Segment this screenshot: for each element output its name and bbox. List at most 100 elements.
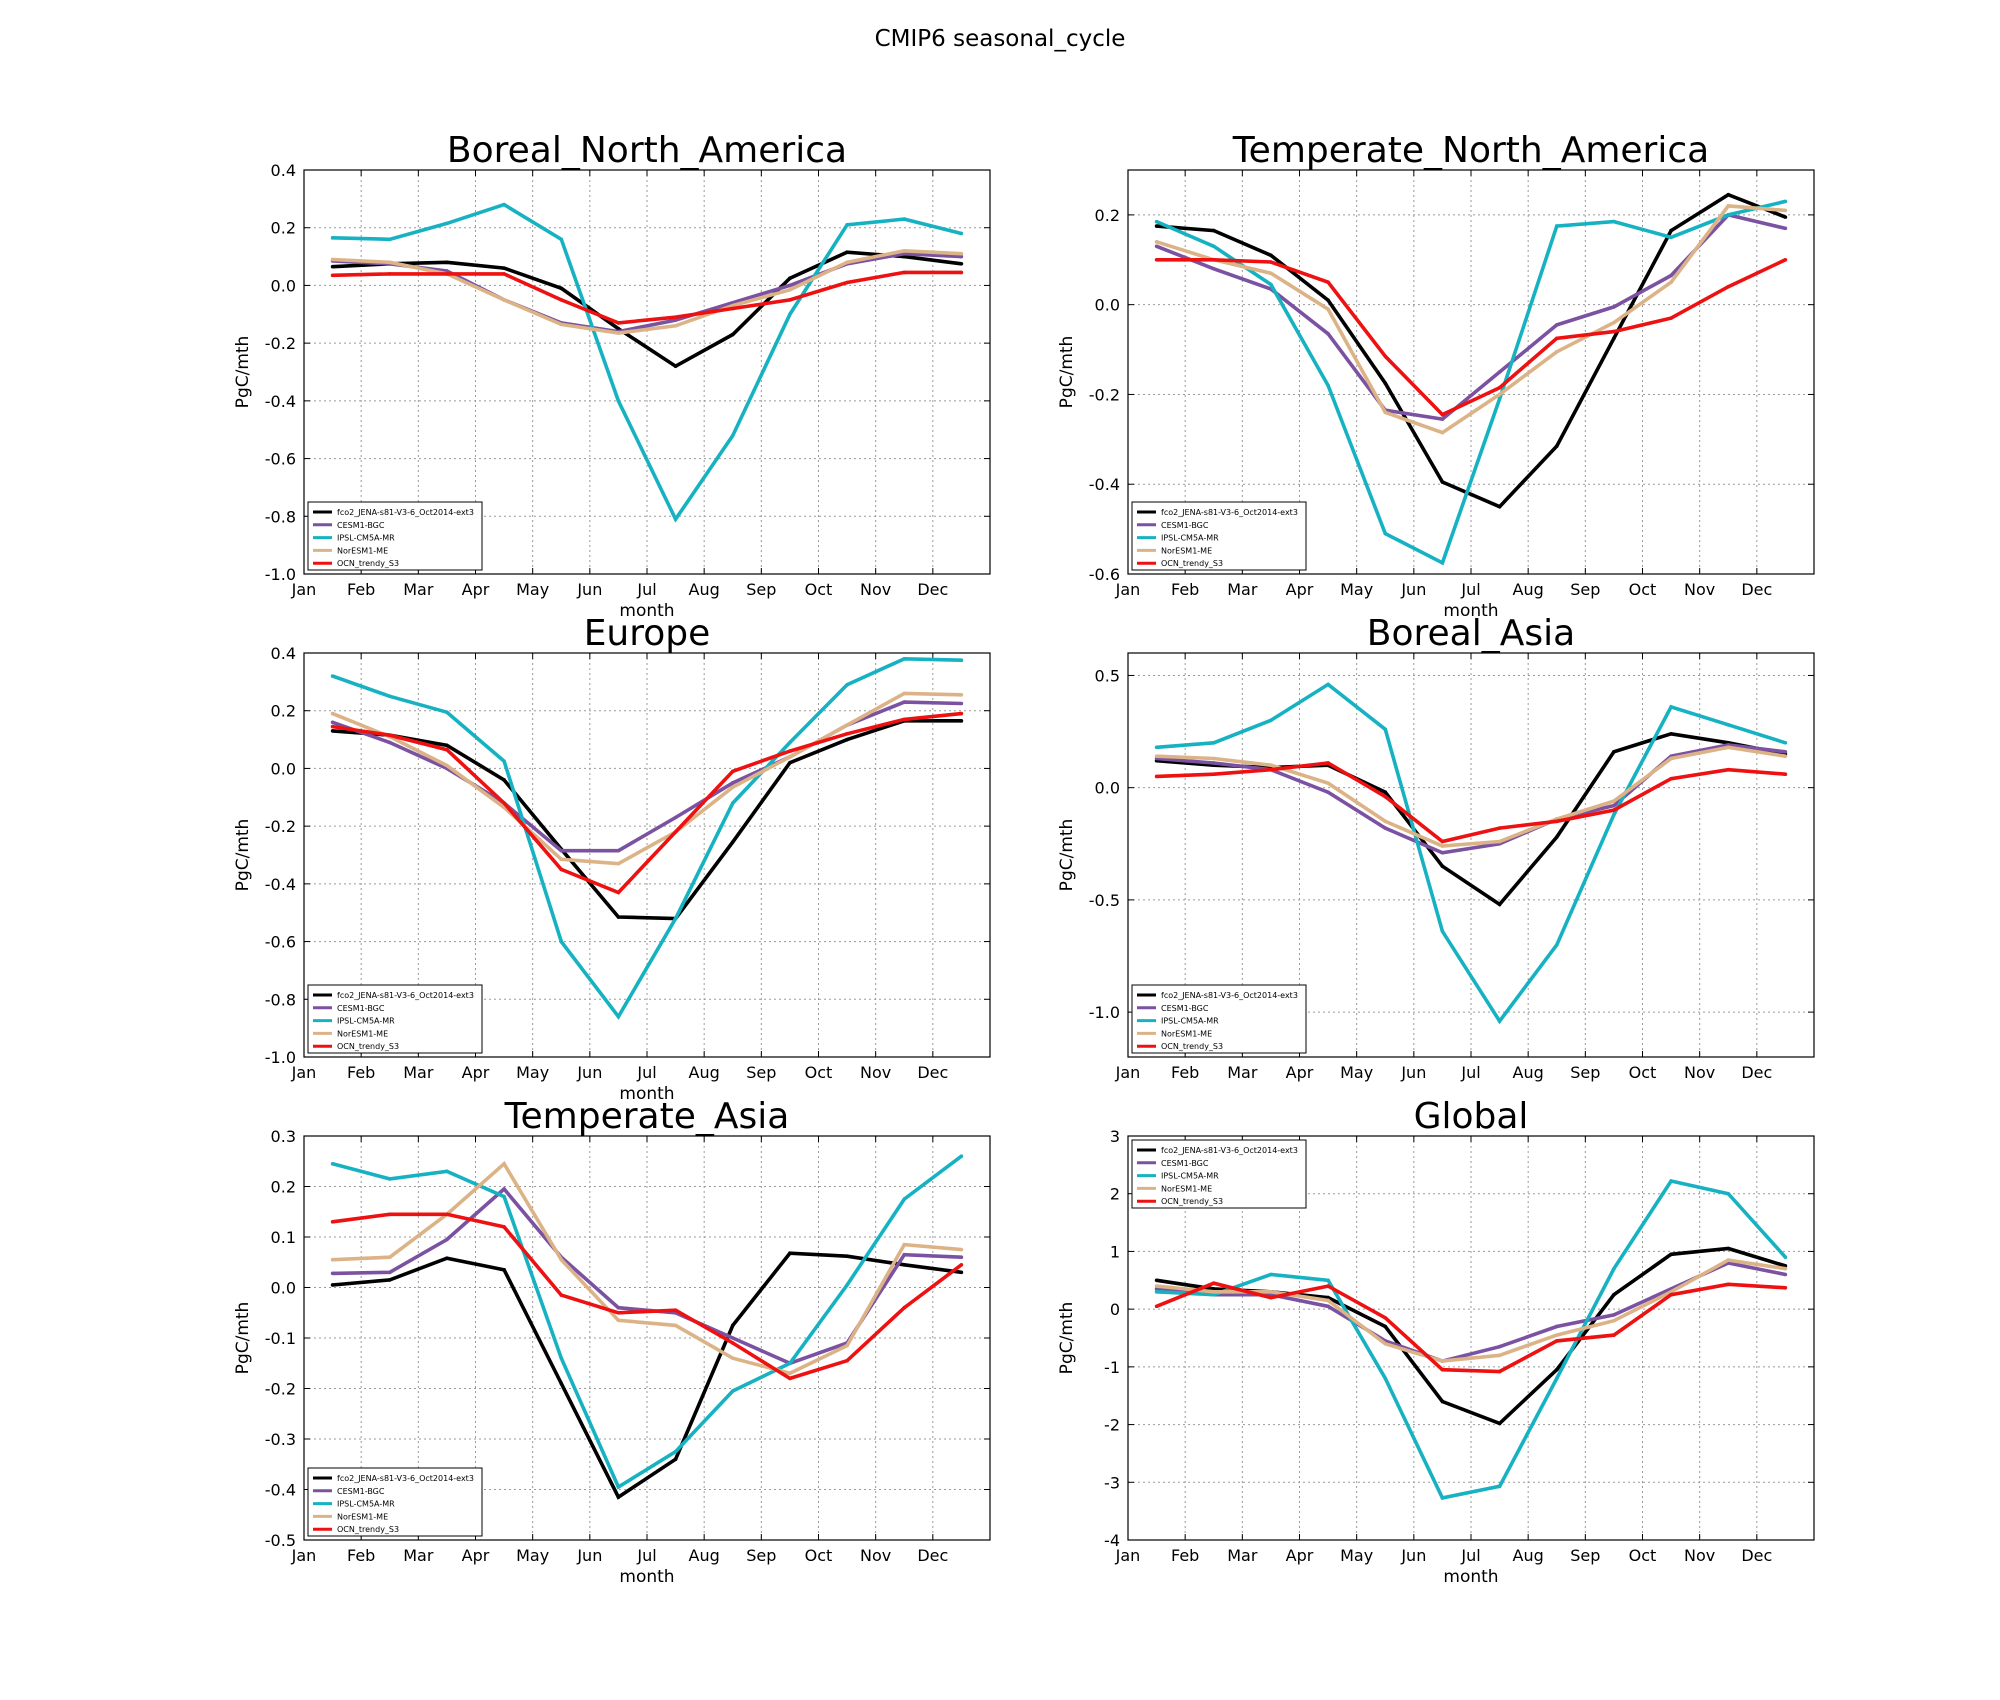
data-point [1440, 430, 1445, 435]
data-point [445, 260, 449, 265]
data-point [502, 801, 506, 805]
legend-entry: IPSL-CM5A-MR [1161, 1017, 1219, 1026]
data-point [1726, 745, 1731, 750]
legend-box [1131, 501, 1307, 571]
y-tick-label: -0.2 [1089, 385, 1120, 404]
data-point [330, 1220, 335, 1224]
data-point [959, 261, 964, 266]
x-tick-label: Oct [1629, 1546, 1657, 1565]
data-point [1783, 208, 1788, 213]
x-tick-label: Mar [403, 1063, 434, 1082]
data-point [387, 1177, 392, 1181]
data-point [1154, 774, 1159, 779]
data-point [788, 1251, 792, 1255]
data-point [330, 720, 335, 725]
data-point [616, 399, 621, 403]
data-point [673, 1308, 678, 1313]
data-point [616, 848, 621, 853]
data-point [959, 1154, 964, 1158]
data-point [845, 223, 849, 227]
data-point [673, 364, 678, 369]
y-tick-label: -0.5 [1089, 891, 1120, 910]
legend: fco2_JENA-s81-V3-6_Oct2014-ext3 CESM1-BGC… [307, 501, 483, 571]
legend-entry: fco2_JENA-s81-V3-6_Oct2014-ext3 [337, 508, 474, 517]
x-tick-label: Jul [636, 1063, 656, 1082]
y-axis-label: PgC/mth [233, 336, 253, 409]
data-point [1211, 1281, 1216, 1285]
data-point [1440, 839, 1445, 844]
y-axis-label: PgC/mth [1057, 819, 1077, 892]
data-point [1269, 718, 1273, 723]
data-point [1669, 776, 1673, 781]
data-point [673, 324, 678, 328]
x-tick-label: Dec [917, 1546, 948, 1565]
data-point [1612, 1266, 1616, 1271]
data-point [959, 693, 964, 697]
data-point [1554, 1333, 1559, 1337]
legend-entry: fco2_JENA-s81-V3-6_Oct2014-ext3 [1161, 991, 1298, 1000]
legend: fco2_JENA-s81-V3-6_Oct2014-ext3 CESM1-BGC… [307, 1467, 483, 1537]
y-tick-label: 2 [1110, 1185, 1120, 1204]
data-point [502, 266, 506, 270]
y-tick-label: -1.0 [1089, 1003, 1120, 1022]
x-tick-label: Apr [1286, 1546, 1314, 1565]
y-axis-label: PgC/mth [1057, 336, 1077, 409]
y-tick-label: -2 [1104, 1416, 1120, 1435]
data-point [559, 939, 564, 944]
data-point [673, 1457, 678, 1461]
data-point [845, 260, 849, 265]
legend-entry: CESM1-BGC [337, 1487, 385, 1496]
legend-entry: IPSL-CM5A-MR [337, 1017, 395, 1026]
data-point [1383, 1341, 1388, 1346]
x-tick-label: Apr [462, 580, 490, 599]
data-point [445, 710, 449, 714]
y-tick-label: -0.4 [265, 1481, 296, 1500]
x-tick-label: Aug [1513, 1546, 1544, 1565]
y-axis-label: PgC/mth [1057, 1302, 1077, 1375]
data-point [730, 769, 735, 774]
legend-entry: OCN_trendy_S3 [337, 1042, 399, 1051]
data-point [1497, 385, 1502, 390]
data-point [959, 701, 964, 706]
data-point [1612, 749, 1616, 754]
x-axis-label: month [619, 1567, 674, 1587]
x-tick-label: Aug [689, 1546, 720, 1565]
legend-entry: IPSL-CM5A-MR [1161, 1172, 1219, 1181]
data-point [845, 280, 849, 285]
legend: fco2_JENA-s81-V3-6_Oct2014-ext3 CESM1-BGC… [1131, 501, 1307, 571]
series-line [1156, 1258, 1786, 1363]
data-point [1669, 1292, 1673, 1297]
data-point [1269, 767, 1273, 772]
x-tick-label: Dec [1741, 1063, 1772, 1082]
data-point [1383, 794, 1388, 799]
data-point [673, 916, 678, 921]
data-point [1783, 1285, 1788, 1290]
data-point [1326, 682, 1330, 687]
data-point [730, 840, 735, 844]
legend-entry: CESM1-BGC [1161, 521, 1209, 530]
data-point [1497, 1019, 1502, 1023]
x-tick-label: Jan [1115, 1546, 1141, 1565]
data-point [902, 217, 907, 221]
data-point [1783, 1255, 1788, 1259]
data-point [1440, 864, 1445, 869]
data-point [845, 732, 849, 736]
data-point [959, 719, 964, 723]
data-point [902, 1197, 907, 1201]
data-point [1783, 749, 1788, 754]
data-point [1269, 260, 1273, 264]
data-point [1554, 942, 1559, 947]
legend-entry: CESM1-BGC [337, 1004, 385, 1013]
data-point [1726, 213, 1731, 217]
data-point [1726, 192, 1731, 197]
data-point [616, 1014, 621, 1019]
x-tick-label: Jul [1460, 1546, 1480, 1565]
data-point [902, 1252, 907, 1257]
x-tick-label: Oct [805, 1063, 833, 1082]
data-point [730, 781, 735, 785]
legend-entry: IPSL-CM5A-MR [337, 1500, 395, 1509]
x-tick-label: Oct [1629, 1063, 1657, 1082]
legend-entry: fco2_JENA-s81-V3-6_Oct2014-ext3 [1161, 1146, 1298, 1155]
data-point [959, 251, 964, 256]
data-point [1554, 336, 1559, 341]
